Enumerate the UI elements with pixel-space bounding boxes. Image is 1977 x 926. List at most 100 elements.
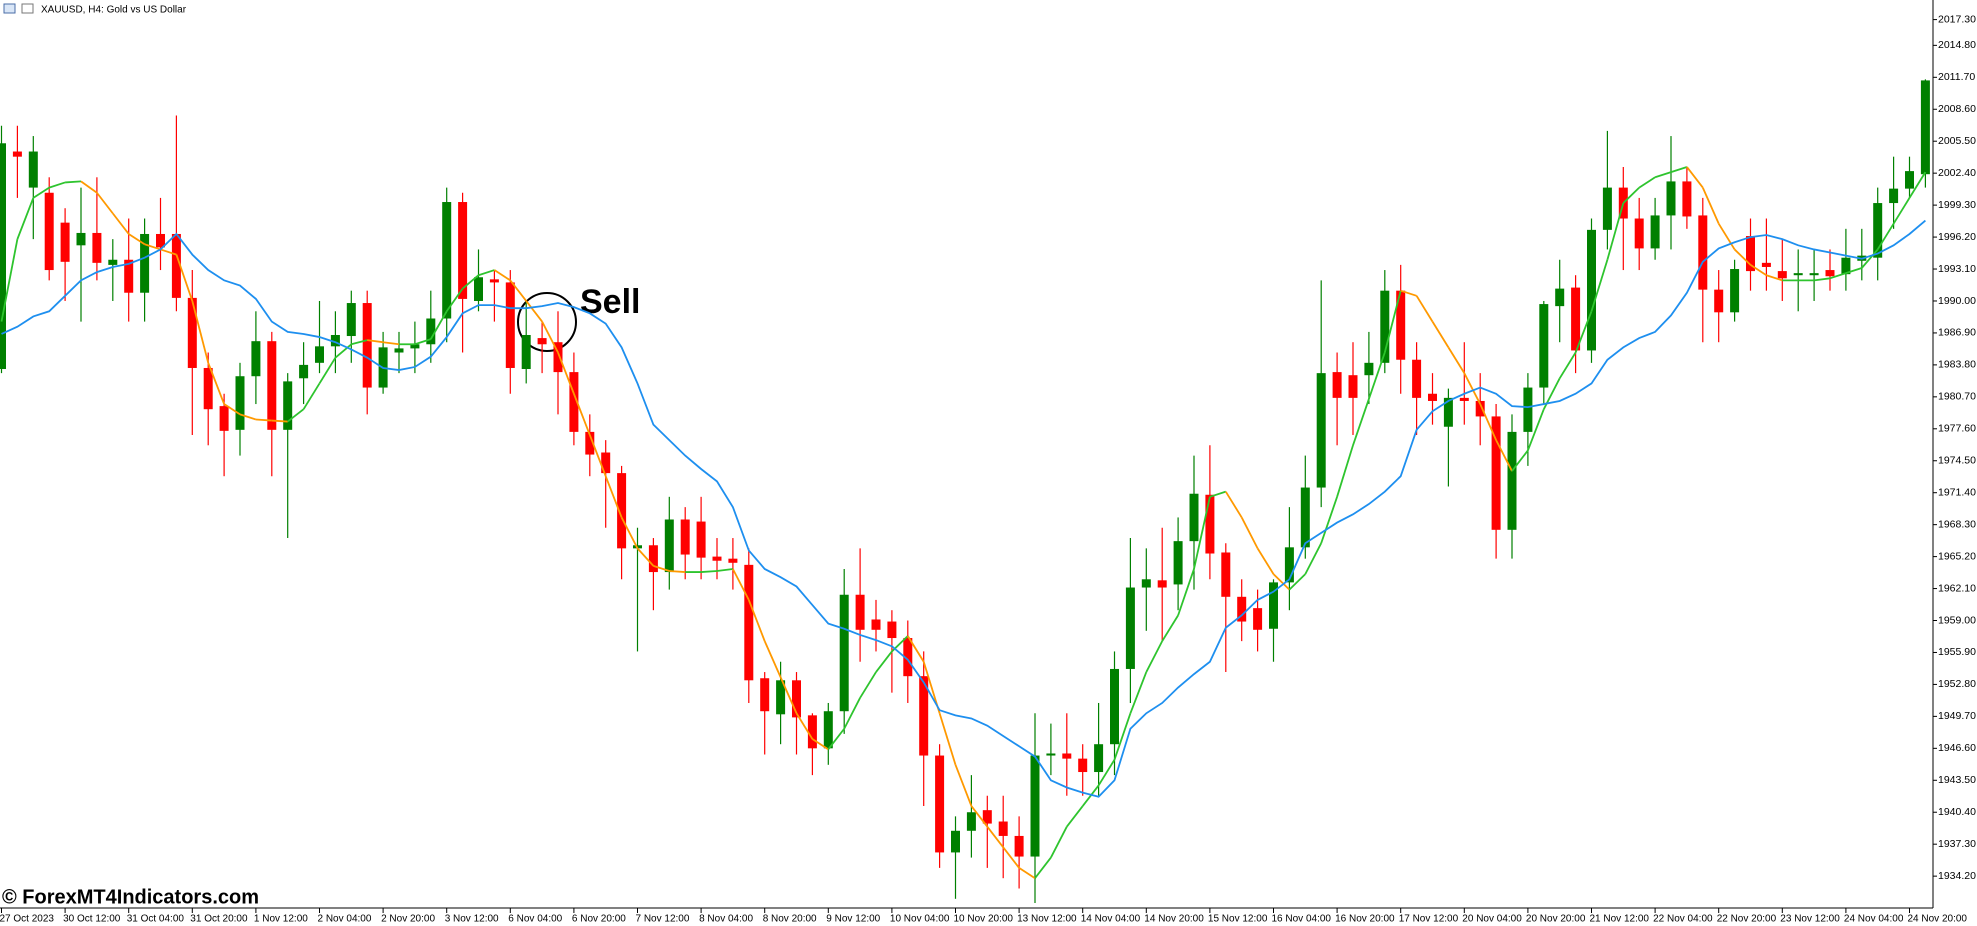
candle-body	[1650, 215, 1660, 249]
signal-line	[1766, 274, 1783, 282]
candle-body	[1300, 487, 1310, 548]
signal-line	[1400, 289, 1417, 297]
signal-line	[1336, 445, 1354, 498]
candle-body	[1761, 262, 1771, 267]
signal-line	[207, 362, 225, 405]
candle-body	[1555, 288, 1565, 307]
candle-body	[776, 680, 786, 715]
candle-body	[251, 341, 261, 377]
candle-body	[489, 279, 499, 283]
signal-line	[430, 310, 448, 340]
candle-body	[458, 202, 468, 299]
candle-body	[1380, 290, 1390, 363]
y-tick-label: 1990.00	[1938, 295, 1976, 307]
candle-body	[1539, 304, 1549, 388]
candle-body	[1078, 758, 1088, 773]
candle-body	[903, 638, 913, 677]
candle-body	[1189, 493, 1199, 542]
y-tick-label: 1986.90	[1938, 327, 1976, 339]
signal-line	[1050, 826, 1068, 858]
signal-line	[1002, 846, 1020, 869]
y-tick-label: 2014.80	[1938, 39, 1976, 51]
signal-line	[112, 212, 130, 235]
candle-body	[203, 367, 213, 410]
signal-line	[334, 343, 352, 359]
x-tick-label: 21 Nov 12:00	[1590, 914, 1650, 925]
signal-line	[1034, 857, 1052, 879]
x-tick-label: 31 Oct 04:00	[127, 914, 185, 925]
signal-line	[16, 197, 35, 240]
signal-line	[1590, 259, 1609, 312]
signal-line	[1097, 759, 1116, 786]
candle-body	[1396, 290, 1406, 360]
signal-line	[1908, 171, 1927, 199]
candle-body	[171, 233, 181, 298]
candle-body	[76, 232, 86, 246]
candle-body	[12, 151, 22, 157]
signal-line	[1368, 352, 1386, 400]
signal-line	[1463, 372, 1482, 405]
moving-average	[1, 219, 1926, 798]
candle-body	[1412, 359, 1422, 398]
candle-body	[235, 376, 245, 430]
x-tick-label: 2 Nov 04:00	[318, 914, 372, 925]
candle-body	[362, 303, 372, 388]
candle-body	[1110, 668, 1119, 745]
candle-body	[124, 259, 134, 293]
signal-line	[351, 339, 368, 346]
candle-body	[553, 342, 563, 373]
candle-body	[521, 334, 531, 370]
signal-line	[144, 243, 161, 251]
candle-body	[315, 346, 324, 363]
signal-line	[382, 341, 400, 346]
candle-body	[1459, 397, 1469, 401]
candle-body	[1507, 431, 1517, 530]
candle-body	[28, 151, 38, 188]
signal-line	[1574, 310, 1593, 353]
signal-line	[1829, 272, 1847, 280]
candle-body	[855, 594, 865, 630]
candle-body	[346, 303, 356, 337]
candle-body	[394, 348, 404, 353]
x-tick-label: 15 Nov 12:00	[1208, 914, 1268, 925]
signal-line	[1240, 517, 1259, 549]
candle-body	[1428, 393, 1437, 401]
signal-line	[414, 338, 432, 346]
signal-line	[302, 382, 321, 410]
candle-body	[919, 676, 929, 756]
signal-line	[255, 418, 272, 422]
x-tick-label: 7 Nov 12:00	[636, 914, 690, 925]
signal-line	[175, 254, 194, 302]
y-tick-label: 1962.10	[1938, 582, 1976, 594]
annotation: Sell	[580, 283, 640, 321]
candle-body	[1587, 229, 1596, 351]
x-tick-label: 16 Nov 20:00	[1335, 914, 1395, 925]
signal-line	[65, 180, 82, 184]
signal-line	[938, 713, 957, 766]
x-tick-label: 1 Nov 12:00	[254, 914, 308, 925]
y-tick-label: 1993.10	[1938, 263, 1976, 275]
candle-body	[283, 381, 293, 430]
candle-body	[1682, 181, 1692, 217]
signal-line	[732, 568, 750, 601]
signal-line	[509, 279, 527, 302]
signal-line	[1606, 202, 1625, 260]
candle-body	[951, 830, 960, 853]
signal-line	[1431, 321, 1450, 348]
candle-body	[728, 558, 738, 563]
sell-circle	[517, 292, 577, 352]
candle-body	[1666, 181, 1676, 216]
y-tick-label: 1937.30	[1938, 838, 1976, 850]
signal-line	[239, 413, 257, 421]
candle-body	[664, 519, 674, 573]
candle-body	[330, 334, 340, 347]
signal-line	[716, 568, 734, 572]
candle-body	[140, 233, 150, 293]
candle-body	[1777, 271, 1787, 279]
signal-line	[747, 599, 766, 642]
x-tick-label: 24 Nov 04:00	[1844, 914, 1904, 925]
candle-body	[1269, 582, 1278, 629]
x-tick-label: 6 Nov 20:00	[572, 914, 626, 925]
signal-line	[1225, 491, 1243, 518]
signal-line	[557, 352, 575, 395]
